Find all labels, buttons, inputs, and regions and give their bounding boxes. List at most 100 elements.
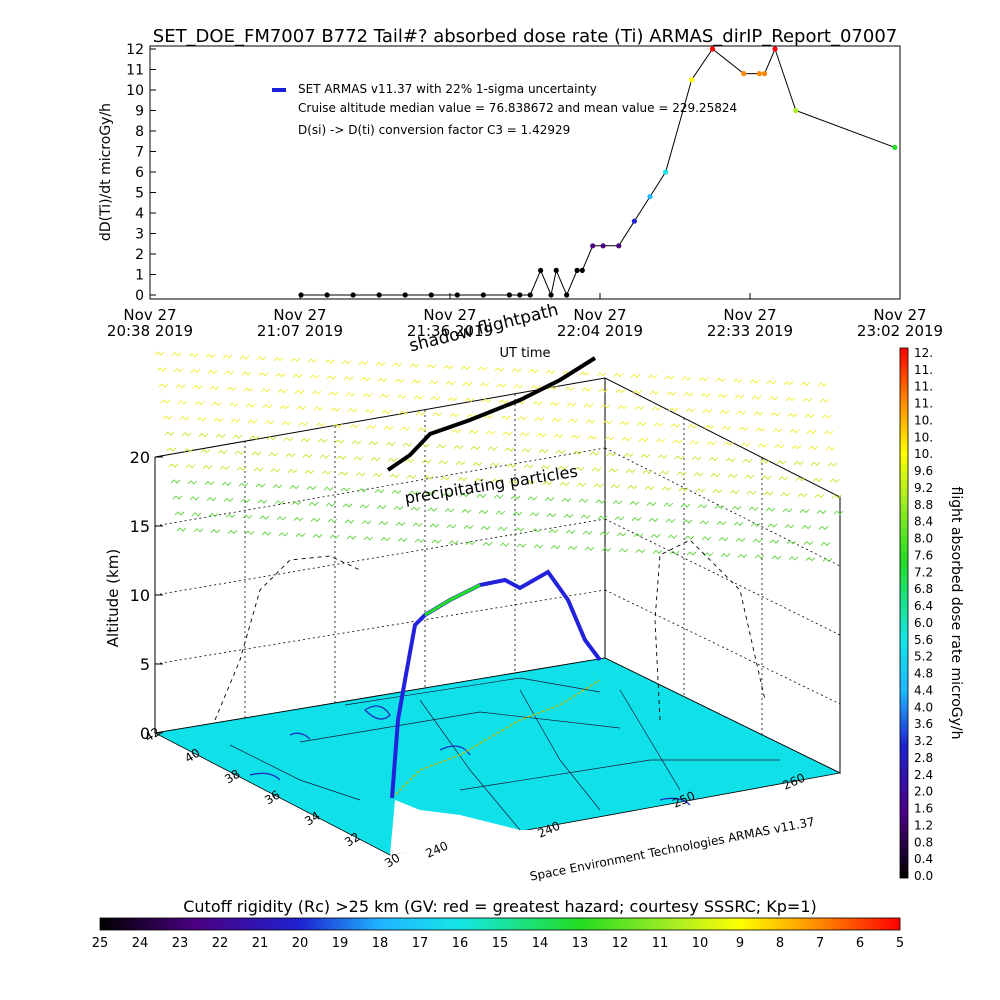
- particle-mark: [610, 484, 621, 489]
- particle-mark: [746, 490, 757, 495]
- dose-rate-tick-label: 9.2: [914, 481, 933, 495]
- dose-rate-tick-label: 1.2: [914, 818, 933, 832]
- particle-mark: [257, 499, 268, 504]
- dose-rate-tick-label: 5.6: [914, 633, 933, 647]
- particle-mark: [206, 496, 217, 502]
- rigidity-tick-label: 11: [652, 936, 669, 951]
- precipitating-particles-label: precipitating particles: [403, 462, 579, 508]
- dose-rate-colorbar-ramp: [899, 347, 909, 879]
- particle-mark: [689, 440, 700, 445]
- ground-track-altitude-dashes-right: [654, 539, 766, 721]
- particle-mark: [669, 550, 680, 555]
- rigidity-colorbar-ticks: 25 24 23 22 21 20 19 18 17 16 15 14 13 12 11 10 9 8 7 6 5: [92, 936, 904, 951]
- particle-mark: [154, 351, 165, 356]
- dose-rate-tick-label: 8.8: [914, 498, 933, 512]
- particle-mark: [647, 374, 658, 379]
- particle-mark: [766, 380, 777, 385]
- particle-mark: [514, 527, 525, 532]
- particle-mark: [561, 497, 572, 503]
- particle-mark: [447, 396, 458, 402]
- flight-path-3d-highlight: [424, 583, 481, 617]
- timeseries-series: [298, 46, 898, 298]
- dose-rate-tick-label: 10.: [914, 413, 933, 427]
- particle-mark: [584, 546, 595, 551]
- y-tick-label: 2: [135, 247, 144, 263]
- series-point: [590, 243, 596, 249]
- particle-mark: [727, 473, 738, 479]
- particle-mark: [732, 378, 743, 383]
- particle-mark: [555, 449, 566, 455]
- particle-mark: [674, 455, 685, 460]
- particle-mark: [629, 500, 640, 506]
- particle-mark: [366, 424, 377, 430]
- particle-mark: [583, 403, 594, 408]
- x-tick-label-time: 22:04 2019: [557, 322, 643, 340]
- particle-mark: [392, 362, 403, 367]
- particle-mark: [341, 360, 352, 365]
- particle-mark: [742, 458, 753, 463]
- dose-rate-tick-label: 11.: [914, 397, 933, 411]
- legend-cruise-note: Cruise altitude median value = 76.838672…: [298, 101, 737, 115]
- particle-mark: [383, 425, 394, 431]
- dose-rate-tick-label: 11.: [914, 363, 933, 377]
- rigidity-tick-label: 21: [252, 936, 269, 951]
- series-point: [538, 267, 544, 273]
- particle-mark: [448, 540, 459, 545]
- particle-mark: [425, 491, 436, 496]
- dose-rate-tick-label: 12.: [914, 346, 933, 360]
- particle-mark: [587, 435, 598, 440]
- particle-mark: [516, 543, 527, 548]
- particle-mark: [171, 352, 182, 357]
- particle-mark: [640, 453, 651, 459]
- particle-mark: [378, 520, 389, 526]
- particle-mark: [648, 517, 659, 523]
- ground-track-altitude-dashes: [214, 555, 361, 721]
- particle-mark: [370, 456, 381, 462]
- particle-mark: [591, 467, 602, 472]
- particle-mark: [666, 391, 677, 396]
- particle-mark: [357, 488, 368, 493]
- particle-mark: [436, 444, 447, 449]
- particle-mark: [427, 507, 438, 512]
- particle-mark: [310, 517, 321, 523]
- particle-mark: [823, 430, 834, 435]
- particle-mark: [719, 409, 730, 415]
- particle-mark: [198, 432, 209, 438]
- particle-mark: [787, 412, 798, 418]
- particle-mark: [545, 369, 556, 375]
- particle-mark: [321, 470, 332, 475]
- particle-mark: [664, 375, 675, 380]
- particle-mark: [678, 487, 689, 492]
- particle-mark: [275, 372, 286, 378]
- particle-mark: [445, 380, 456, 386]
- particle-mark: [277, 388, 288, 394]
- z-tick-label: 10: [130, 586, 150, 605]
- particle-mark: [721, 425, 732, 431]
- particle-mark: [744, 474, 755, 479]
- particle-mark: [814, 493, 825, 499]
- particle-mark: [731, 505, 742, 511]
- particle-mark: [581, 387, 592, 392]
- particle-mark: [513, 384, 524, 389]
- particle-mark: [613, 372, 624, 378]
- dose-rate-tick-label: 6.8: [914, 582, 933, 596]
- particle-mark: [491, 478, 502, 483]
- particle-mark: [262, 404, 273, 409]
- particle-mark: [338, 471, 349, 476]
- particle-mark: [753, 411, 764, 416]
- particle-mark: [511, 368, 522, 373]
- particle-mark: [207, 369, 218, 375]
- particle-mark: [430, 396, 441, 401]
- particle-mark: [800, 381, 811, 387]
- particle-mark: [630, 373, 641, 379]
- particle-mark: [170, 479, 181, 484]
- particle-mark: [754, 554, 765, 559]
- particle-mark: [734, 394, 745, 399]
- particle-mark: [391, 489, 402, 495]
- particle-mark: [264, 420, 275, 425]
- particle-mark: [292, 373, 303, 379]
- dose-rate-tick-label: 0.0: [914, 869, 933, 883]
- particle-mark: [258, 372, 269, 377]
- rigidity-tick-label: 15: [492, 936, 509, 951]
- particle-mark: [595, 499, 606, 504]
